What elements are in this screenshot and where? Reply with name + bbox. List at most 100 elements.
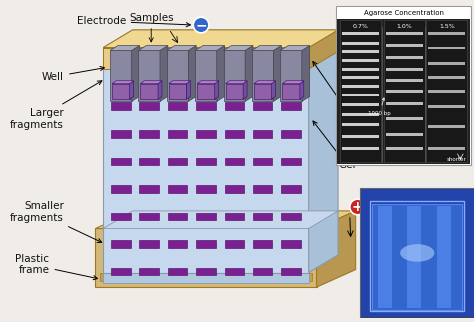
Text: −: − <box>195 18 207 32</box>
Bar <box>428 32 465 35</box>
Polygon shape <box>111 213 131 220</box>
Polygon shape <box>226 84 243 99</box>
Polygon shape <box>253 185 273 193</box>
Polygon shape <box>130 81 134 99</box>
Bar <box>437 206 450 308</box>
Polygon shape <box>253 75 273 83</box>
Bar <box>342 123 379 126</box>
Polygon shape <box>139 213 159 220</box>
Bar <box>342 147 379 150</box>
Polygon shape <box>302 46 310 101</box>
Text: +: + <box>352 200 364 214</box>
Polygon shape <box>225 240 244 248</box>
Polygon shape <box>283 84 300 99</box>
Bar <box>342 59 379 62</box>
Text: Well: Well <box>42 66 104 82</box>
Polygon shape <box>252 46 281 51</box>
Polygon shape <box>281 130 301 138</box>
Polygon shape <box>197 84 215 99</box>
Polygon shape <box>195 46 225 51</box>
Polygon shape <box>112 81 134 84</box>
Bar <box>428 90 465 92</box>
Polygon shape <box>224 51 245 101</box>
Polygon shape <box>111 57 301 279</box>
Ellipse shape <box>400 244 434 262</box>
Polygon shape <box>280 46 310 51</box>
Polygon shape <box>225 213 244 220</box>
Polygon shape <box>225 157 244 165</box>
Text: Larger
fragments: Larger fragments <box>10 81 102 130</box>
Polygon shape <box>168 268 187 275</box>
Polygon shape <box>110 51 132 101</box>
Polygon shape <box>224 46 253 51</box>
Polygon shape <box>112 84 130 99</box>
Polygon shape <box>309 30 338 272</box>
Bar <box>337 7 470 19</box>
Polygon shape <box>100 273 311 281</box>
Text: 1000 bp: 1000 bp <box>368 98 391 116</box>
Bar <box>361 189 474 317</box>
Bar <box>428 147 465 150</box>
Polygon shape <box>169 81 191 84</box>
Circle shape <box>193 17 209 33</box>
Bar <box>342 113 379 116</box>
Polygon shape <box>103 48 309 69</box>
Polygon shape <box>253 268 273 275</box>
Polygon shape <box>111 130 131 138</box>
Bar <box>386 79 423 82</box>
Polygon shape <box>225 185 244 193</box>
Circle shape <box>350 199 365 215</box>
Polygon shape <box>111 185 131 193</box>
Polygon shape <box>225 102 244 110</box>
Bar <box>342 93 379 97</box>
Bar <box>336 6 471 165</box>
Polygon shape <box>111 268 131 275</box>
Polygon shape <box>196 185 216 193</box>
Polygon shape <box>196 102 216 110</box>
Polygon shape <box>168 185 187 193</box>
Bar <box>428 47 465 50</box>
Text: Smaller
fragments: Smaller fragments <box>10 201 102 242</box>
Polygon shape <box>217 46 225 101</box>
Bar <box>342 32 379 35</box>
Polygon shape <box>168 213 187 220</box>
Polygon shape <box>139 102 159 110</box>
Polygon shape <box>254 84 272 99</box>
Polygon shape <box>281 240 301 248</box>
Bar <box>342 103 379 106</box>
Text: Electrode: Electrode <box>369 202 419 212</box>
Bar <box>386 32 423 35</box>
Polygon shape <box>281 102 301 110</box>
Polygon shape <box>138 51 160 101</box>
Polygon shape <box>226 81 247 84</box>
Polygon shape <box>196 75 216 83</box>
Bar <box>342 135 379 137</box>
Polygon shape <box>168 130 187 138</box>
Bar <box>386 102 423 105</box>
Polygon shape <box>225 130 244 138</box>
Text: 1.5%: 1.5% <box>440 24 456 29</box>
Polygon shape <box>132 46 139 101</box>
Polygon shape <box>139 240 159 248</box>
Polygon shape <box>253 157 273 165</box>
Polygon shape <box>103 211 338 229</box>
Polygon shape <box>111 240 131 248</box>
Bar <box>370 201 464 311</box>
Polygon shape <box>139 268 159 275</box>
Polygon shape <box>317 211 356 287</box>
Bar <box>386 68 423 71</box>
Polygon shape <box>243 81 247 99</box>
Polygon shape <box>167 46 196 51</box>
Bar <box>386 56 423 59</box>
Polygon shape <box>195 51 217 101</box>
Bar <box>360 188 474 317</box>
Polygon shape <box>253 213 273 220</box>
Polygon shape <box>283 81 304 84</box>
Polygon shape <box>168 102 187 110</box>
Bar <box>426 20 467 162</box>
Bar <box>428 105 465 108</box>
Polygon shape <box>309 30 338 69</box>
Polygon shape <box>225 268 244 275</box>
Text: Plastic
frame: Plastic frame <box>16 254 98 280</box>
Polygon shape <box>245 46 253 101</box>
